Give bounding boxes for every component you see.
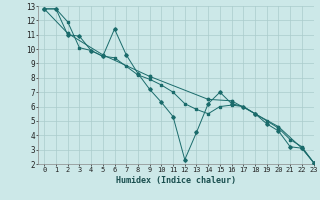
X-axis label: Humidex (Indice chaleur): Humidex (Indice chaleur) — [116, 176, 236, 185]
